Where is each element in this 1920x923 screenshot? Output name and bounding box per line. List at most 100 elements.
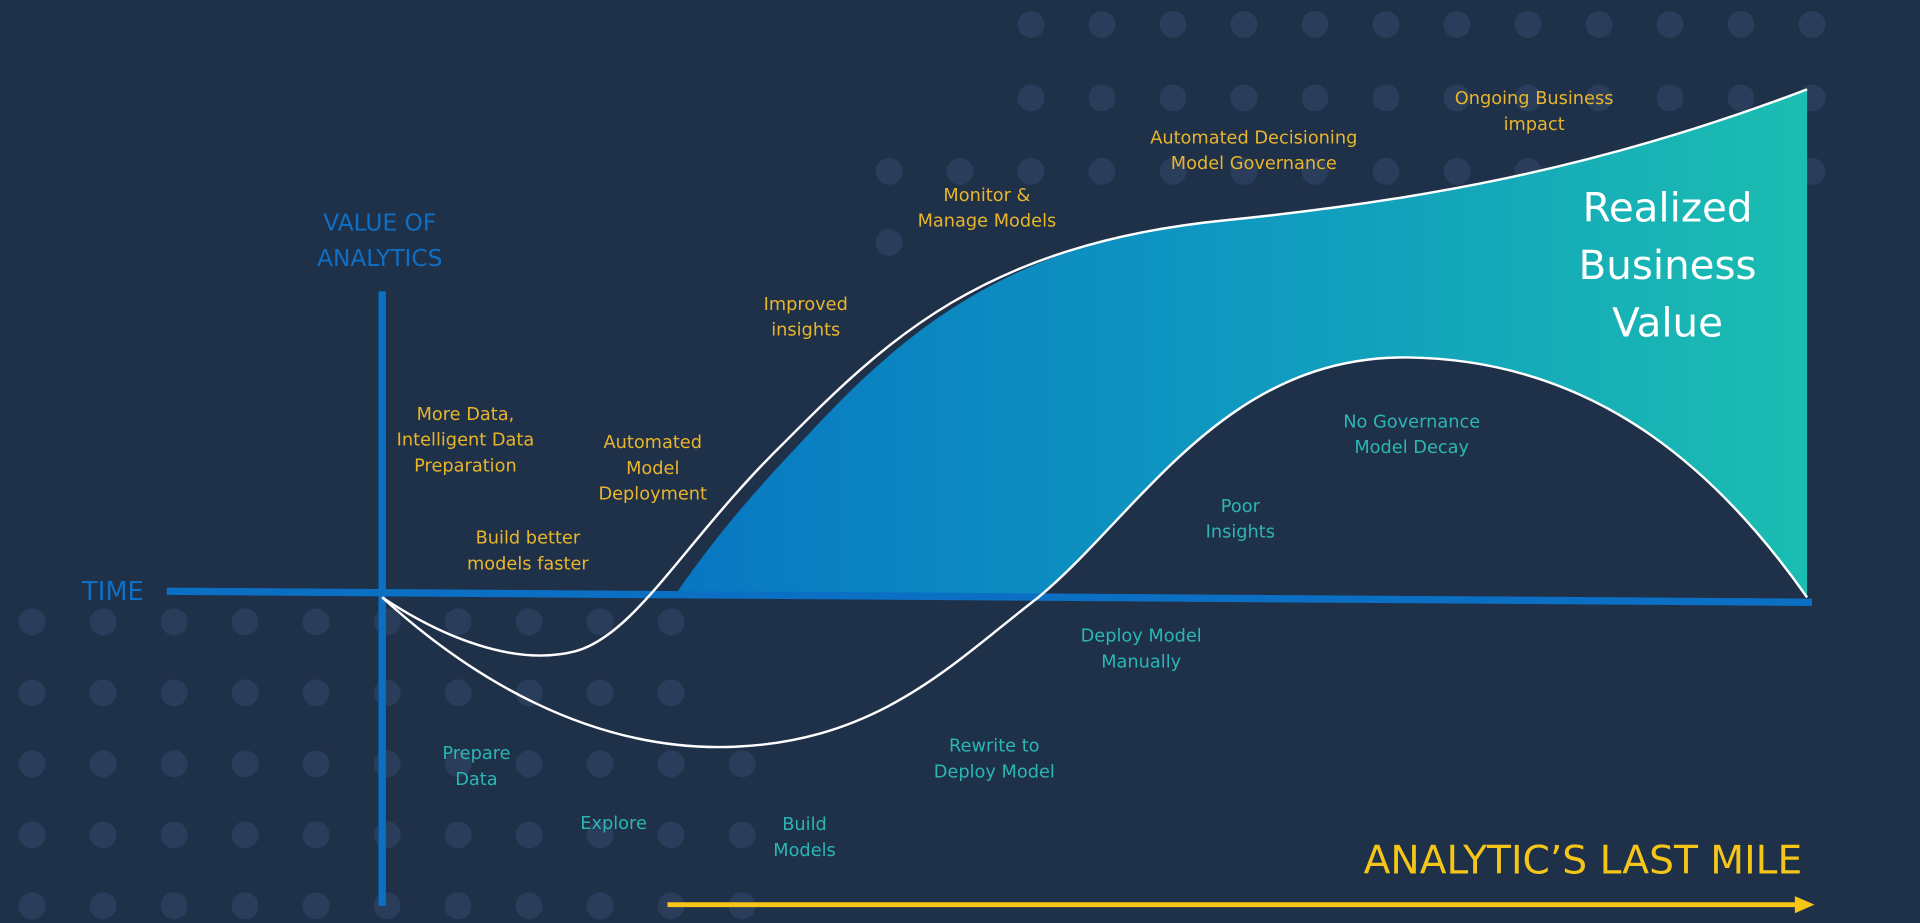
dot (1372, 84, 1400, 112)
dot (18, 750, 46, 778)
dot (657, 608, 685, 636)
dot (18, 821, 46, 849)
dot (302, 608, 330, 636)
arrow-head (1794, 896, 1815, 914)
dot (160, 608, 188, 636)
dot (231, 679, 259, 707)
label: Model Decay (1354, 438, 1469, 458)
dot (373, 679, 401, 707)
dot (875, 228, 903, 256)
label: Models (773, 841, 836, 861)
value-label: Value (1612, 300, 1723, 347)
dot (1514, 11, 1542, 38)
dot (89, 821, 117, 849)
label: Monitor & (943, 186, 1030, 206)
label: No Governance (1343, 412, 1480, 432)
dot (1443, 11, 1471, 38)
label: Model Governance (1171, 154, 1337, 174)
dot (444, 892, 472, 920)
value-area (676, 89, 1808, 598)
dot (89, 750, 117, 778)
dot (160, 750, 188, 778)
dot (1017, 84, 1045, 112)
value-label: Realized (1583, 185, 1753, 232)
dot (1301, 84, 1329, 112)
dot (444, 679, 472, 707)
dot (18, 679, 46, 707)
dot (875, 157, 903, 185)
label: Model (626, 459, 679, 479)
dot (1301, 11, 1329, 38)
dot (373, 750, 401, 778)
dot (302, 750, 330, 778)
dot (586, 892, 614, 920)
dot-pattern (18, 11, 1826, 920)
dot (89, 608, 117, 636)
dot (231, 821, 259, 849)
dot (728, 750, 756, 778)
dot (444, 608, 472, 636)
dot (657, 679, 685, 707)
label: Intelligent Data (397, 431, 535, 451)
label: Manually (1101, 652, 1181, 672)
banner: ANALYTIC’S LAST MILE (1364, 839, 1803, 884)
dot (1088, 84, 1116, 112)
dot (1159, 84, 1187, 112)
dot (302, 821, 330, 849)
dot (586, 679, 614, 707)
dot (586, 821, 614, 849)
label: Data (455, 770, 497, 790)
dot (1514, 84, 1542, 112)
dot (373, 821, 401, 849)
dot (728, 821, 756, 849)
dot (1230, 11, 1258, 38)
y-axis-label: VALUE OF (323, 210, 436, 237)
label: Deployment (598, 485, 707, 505)
dot (89, 892, 117, 920)
label: Build (782, 815, 827, 835)
label: Automated (603, 433, 702, 453)
label: models faster (467, 554, 589, 574)
dot (1230, 157, 1258, 185)
dot (1727, 84, 1755, 112)
dot (1301, 157, 1329, 185)
dot (444, 821, 472, 849)
dot (89, 679, 117, 707)
label: Prepare (442, 744, 510, 764)
dot (1798, 11, 1826, 38)
value-label: Business (1579, 242, 1757, 289)
label: insights (771, 321, 840, 341)
dot (160, 679, 188, 707)
dot (18, 892, 46, 920)
dot (946, 157, 974, 185)
label: Poor (1221, 497, 1261, 517)
dot (657, 750, 685, 778)
dot (1159, 157, 1187, 185)
dot (515, 608, 543, 636)
dot (231, 892, 259, 920)
dot (373, 608, 401, 636)
dot (515, 750, 543, 778)
lower-curve (381, 356, 1809, 749)
dot (1443, 157, 1471, 185)
dot (586, 750, 614, 778)
dot (160, 892, 188, 920)
label: Deploy Model (934, 762, 1055, 782)
dot (302, 679, 330, 707)
label: Explore (580, 814, 647, 834)
dot (1088, 11, 1116, 38)
dot (1159, 11, 1187, 38)
x-axis (166, 587, 1813, 606)
dot (1656, 11, 1684, 38)
dot (1727, 11, 1755, 38)
dot (1585, 84, 1613, 112)
label: Preparation (414, 456, 517, 476)
dot (231, 750, 259, 778)
label: Build better (476, 529, 581, 549)
dot (302, 892, 330, 920)
dot (1372, 157, 1400, 185)
dot (160, 821, 188, 849)
dot (1585, 11, 1613, 38)
label: Insights (1206, 523, 1275, 543)
